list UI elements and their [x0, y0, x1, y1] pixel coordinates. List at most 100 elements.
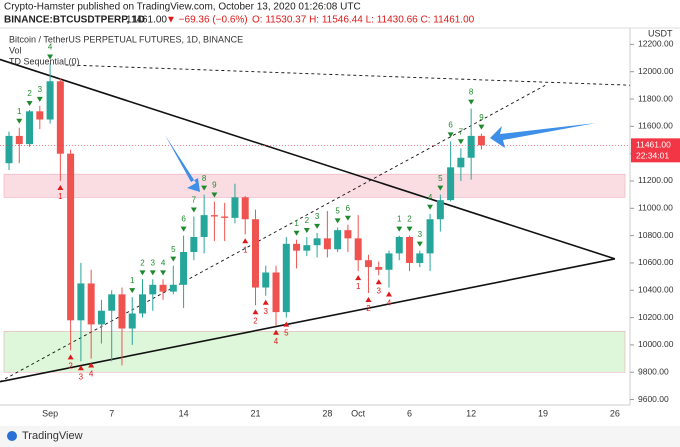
td-label: 1 — [58, 192, 63, 201]
td-marker — [67, 354, 74, 360]
td-label: 2 — [407, 215, 412, 224]
td-label: 5 — [284, 329, 289, 338]
td-label: 2 — [366, 304, 371, 313]
td-marker — [211, 192, 218, 198]
td-label: 4 — [274, 337, 279, 346]
trend-line — [65, 64, 630, 86]
td-label: 5 — [438, 174, 443, 183]
td-label: 1 — [130, 276, 135, 285]
td-marker — [190, 207, 197, 213]
td-marker — [252, 309, 259, 315]
td-label: 2 — [305, 216, 310, 225]
td-marker — [88, 362, 95, 368]
td-marker — [293, 230, 300, 236]
candle-body — [128, 313, 136, 329]
trend-line — [0, 258, 616, 383]
candle-body — [241, 197, 249, 220]
y-tick-label: 10200.00 — [638, 312, 674, 322]
candle-body — [272, 272, 280, 313]
candle-body — [97, 310, 105, 325]
candle-body — [15, 135, 23, 145]
trend-line — [0, 84, 546, 383]
logo — [7, 431, 17, 441]
y-tick-label: 11600.00 — [638, 121, 673, 131]
td-marker — [170, 256, 177, 262]
candle-body — [375, 267, 383, 270]
x-tick-label: 19 — [538, 408, 548, 418]
candle-body — [477, 135, 485, 146]
candle-body — [262, 272, 270, 288]
td-label: 1 — [294, 219, 299, 228]
x-tick-label: Sep — [42, 408, 58, 418]
candle-body — [323, 238, 331, 250]
td-marker — [396, 226, 403, 232]
td-label: 8 — [469, 88, 474, 97]
y-tick-label: 9800.00 — [638, 366, 669, 376]
last-price-label: 11461.00 — [636, 140, 671, 150]
candle-body — [5, 135, 13, 164]
zone — [3, 173, 626, 198]
candle-body — [108, 294, 116, 311]
td-marker — [303, 227, 310, 233]
ohlc: O: 11530.37 H: 11546.44 L: 11430.66 C: 1… — [252, 15, 475, 26]
footer: TradingView — [22, 430, 83, 442]
candle-body — [36, 111, 44, 120]
candle-body — [56, 81, 64, 154]
y-tick-label: 11800.00 — [638, 93, 673, 103]
y-tick-label: 11000.00 — [638, 203, 673, 213]
candle-body — [426, 219, 434, 254]
td-label: 3 — [79, 372, 84, 381]
symbol: BINANCE:BTCUSDTPERP, 1D — [4, 15, 145, 26]
td-marker — [36, 96, 43, 102]
candle-body — [77, 283, 85, 321]
td-marker — [262, 299, 269, 305]
y-tick-label: 9600.00 — [638, 394, 669, 404]
last-price-box — [631, 138, 680, 163]
td-label: 3 — [38, 85, 43, 94]
td-marker — [149, 270, 156, 276]
td-marker — [437, 185, 444, 191]
legend-title: Bitcoin / TetherUS PERPETUAL FUTURES, 1D… — [9, 34, 243, 44]
td-marker — [283, 321, 290, 327]
candle-body — [190, 236, 198, 253]
candle-body — [67, 153, 75, 321]
candle-body — [139, 294, 147, 314]
td-label: 1 — [17, 107, 22, 116]
td-marker — [334, 218, 341, 224]
candle-body — [282, 243, 290, 313]
td-label: 2 — [253, 316, 258, 325]
currency: USDT — [648, 28, 673, 38]
x-tick-label: 21 — [250, 408, 260, 418]
x-tick-label: 26 — [610, 408, 620, 418]
td-marker — [129, 288, 136, 294]
td-label: 1 — [356, 282, 361, 291]
y-tick-label: 11200.00 — [638, 175, 673, 185]
td-marker — [365, 296, 372, 302]
td-marker — [344, 215, 351, 221]
td-label: 7 — [192, 196, 197, 205]
td-label: 1 — [243, 245, 248, 254]
td-label: 8 — [202, 174, 207, 183]
candle-body — [159, 284, 167, 292]
x-tick-label: 14 — [179, 408, 189, 418]
candle-body — [395, 236, 403, 254]
zone — [3, 330, 626, 373]
x-tick-label: 12 — [466, 408, 476, 418]
td-marker — [427, 204, 434, 210]
td-marker — [447, 132, 454, 138]
candle-body — [447, 167, 455, 201]
candle-body — [354, 238, 362, 261]
candle-body — [231, 197, 239, 218]
td-label: 5 — [171, 245, 176, 254]
candle-body — [169, 284, 177, 292]
candle-body — [364, 260, 372, 268]
td-marker — [273, 329, 280, 335]
td-marker — [375, 279, 382, 285]
y-tick-label: 10000.00 — [638, 339, 674, 349]
td-marker — [314, 223, 321, 229]
td-label: 2 — [140, 258, 145, 267]
candle-body — [149, 284, 157, 295]
td-marker — [26, 100, 33, 106]
td-marker — [478, 124, 485, 130]
candle-body — [180, 252, 188, 285]
